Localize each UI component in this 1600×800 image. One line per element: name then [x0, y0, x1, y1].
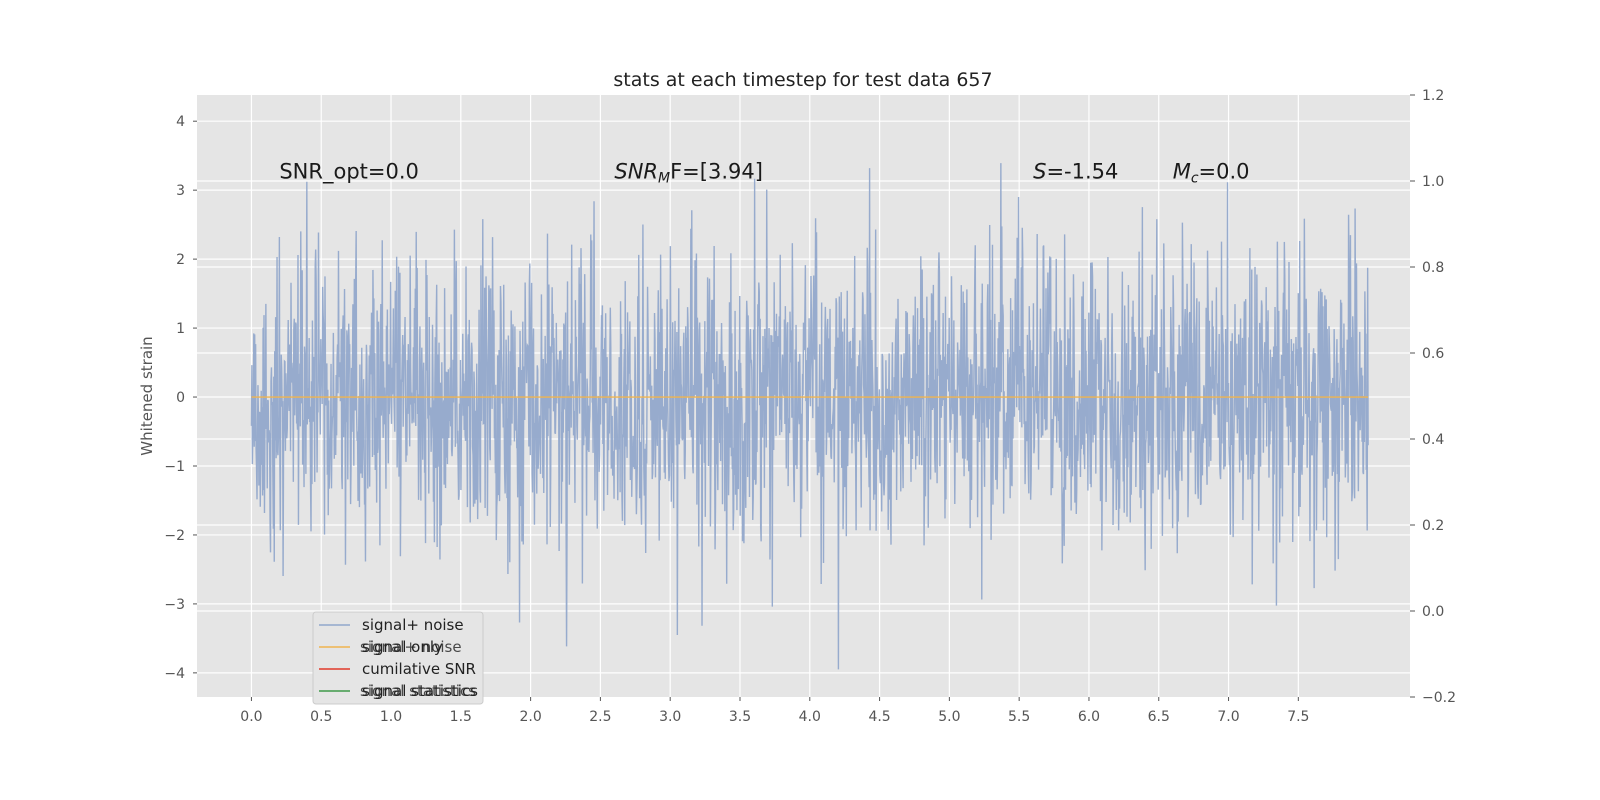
y2-tick-label: 0.0	[1422, 604, 1444, 620]
x-tick-label: 4.5	[868, 709, 890, 725]
y2-tick-label: 0.8	[1422, 260, 1444, 276]
legend-label: signal statistics	[362, 682, 478, 700]
y-tick-label: 1	[176, 321, 185, 337]
legend-label: signal only	[362, 638, 443, 656]
annotation-snr-mf: SNRMF=[3.94]	[614, 159, 763, 186]
y-axis-ticks: 4 3 2 1 0 −1 −2 −3 −4	[164, 114, 197, 682]
legend-label: cumilative SNR	[362, 660, 476, 678]
y-tick-label: 2	[176, 252, 185, 268]
x-tick-label: 6.0	[1078, 709, 1100, 725]
y-tick-label: 4	[176, 114, 185, 130]
x-tick-label: 7.5	[1287, 709, 1309, 725]
x-tick-label: 3.5	[729, 709, 751, 725]
series-signal-noise-line	[250, 163, 1369, 670]
legend: signal+ noise signal statistics signal+ …	[312, 611, 484, 705]
x-tick-label: 4.0	[799, 709, 821, 725]
y-tick-label: −1	[164, 459, 185, 475]
y2-tick-label: −0.2	[1422, 690, 1456, 706]
x-axis-ticks: 0.0 0.5 1.0 1.5 2.0 2.5 3.0 3.5 4.0 4.5 5.0 5.5 6.0 6…	[240, 697, 1309, 725]
y2-tick-label: 1.0	[1422, 174, 1444, 190]
y-tick-label: −2	[164, 528, 185, 544]
x-tick-label: 5.5	[1008, 709, 1030, 725]
y-tick-label: 3	[176, 183, 185, 199]
y-tick-label: −4	[164, 666, 185, 682]
annotations: SNR_opt=0.0 SNRMF=[3.94] S=-1.54 Mc=0.0	[279, 159, 1249, 186]
legend-ghost-text: signal+ noise	[360, 638, 462, 656]
y-axis-label: Whitened strain	[138, 336, 156, 455]
x-tick-label: 0.0	[240, 709, 262, 725]
legend-label: signal+ noise	[362, 616, 464, 634]
y-tick-label: −3	[164, 597, 185, 613]
x-tick-label: 7.0	[1217, 709, 1239, 725]
annotation-snr-opt: SNR_opt=0.0	[279, 159, 419, 184]
annotation-mc: Mc=0.0	[1173, 159, 1250, 186]
x-tick-label: 3.0	[659, 709, 681, 725]
x-tick-label: 0.5	[310, 709, 332, 725]
y2-tick-label: 0.4	[1422, 432, 1444, 448]
y2-tick-label: 0.6	[1422, 346, 1444, 362]
annotation-s-stat: S=-1.54	[1033, 159, 1118, 183]
right-y-axis-ticks: 1.2 1.0 0.8 0.6 0.4 0.2 0.0 −0.2	[1410, 88, 1456, 706]
x-tick-label: 1.0	[380, 709, 402, 725]
x-tick-label: 2.5	[589, 709, 611, 725]
series-layer	[250, 163, 1369, 670]
legend-box	[312, 611, 484, 705]
y2-tick-label: 1.2	[1422, 88, 1444, 104]
x-tick-label: 1.5	[450, 709, 472, 725]
x-tick-label: 5.0	[938, 709, 960, 725]
y-tick-label: 0	[176, 390, 185, 406]
x-tick-label: 2.0	[519, 709, 541, 725]
x-tick-label: 6.5	[1148, 709, 1170, 725]
y2-tick-label: 0.2	[1422, 518, 1444, 534]
chart-title: stats at each timestep for test data 657	[613, 69, 992, 91]
legend-ghost-text: signal statistics	[360, 682, 476, 700]
